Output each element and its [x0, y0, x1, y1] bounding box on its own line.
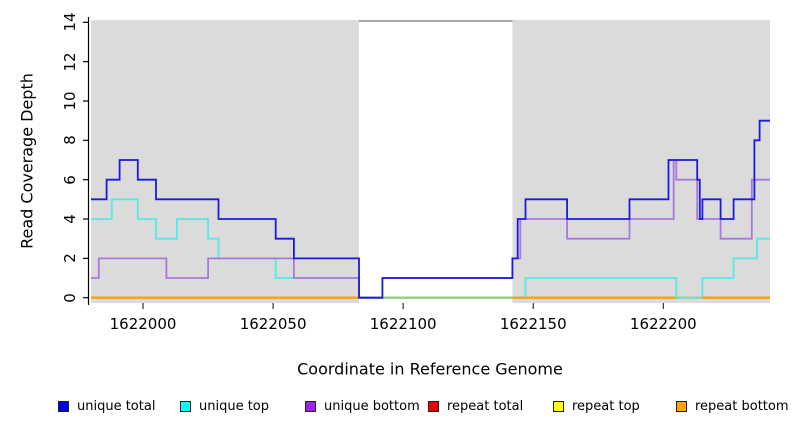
legend-entry-unique-top: unique top [180, 396, 269, 416]
legend-swatch-repeat-top [553, 400, 564, 412]
legend-entry-unique-bottom: unique bottom [305, 396, 420, 416]
legend-label-repeat-top: repeat top [572, 398, 640, 414]
y-tick-label-0: 0 [61, 292, 79, 303]
legend-swatch-unique-top [180, 400, 191, 412]
legend-entry-repeat-top: repeat top [553, 396, 640, 416]
shaded-region-0 [91, 20, 359, 303]
legend-swatch-repeat-bottom [676, 400, 687, 412]
legend-entry-repeat-bottom: repeat bottom [676, 396, 789, 416]
y-tick-label-2: 2 [61, 253, 79, 264]
x-tick-label-1622100: 1622100 [369, 315, 437, 333]
x-axis-title: Coordinate in Reference Genome [297, 359, 563, 379]
series-unique-total-line [91, 119, 770, 299]
legend-entry-repeat-total: repeat total [428, 396, 523, 416]
y-tick-label-6: 6 [61, 174, 79, 185]
x-tick-label-1622000: 1622000 [109, 315, 177, 333]
y-tick-label-12: 12 [61, 52, 79, 72]
shaded-region-1 [512, 20, 770, 303]
y-tick-label-14: 14 [61, 12, 79, 32]
y-tick-label-10: 10 [61, 91, 79, 111]
legend-label-unique-total: unique total [77, 398, 156, 414]
y-axis-title: Read Coverage Depth [17, 73, 37, 249]
legend-label-unique-top: unique top [199, 398, 270, 414]
legend-label-repeat-total: repeat total [447, 398, 524, 414]
legend-entry-unique-total: unique total [58, 396, 155, 416]
legend-label-repeat-bottom: repeat bottom [695, 398, 789, 414]
series-unique-top-line [91, 198, 770, 299]
x-tick-label-1622050: 1622050 [239, 315, 307, 333]
x-tick-label-1622200: 1622200 [629, 315, 697, 333]
legend-label-unique-bottom: unique bottom [324, 398, 420, 414]
x-tick-label-1622150: 1622150 [499, 315, 567, 333]
y-tick-label-8: 8 [61, 135, 79, 146]
y-tick-label-4: 4 [61, 214, 79, 224]
legend-swatch-unique-total [58, 400, 69, 412]
legend-swatch-unique-bottom [305, 400, 316, 412]
series-unique-bottom-line [91, 159, 770, 299]
legend-swatch-repeat-total [428, 400, 439, 412]
chart-legend: unique total unique top unique bottom repea… [0, 396, 792, 420]
